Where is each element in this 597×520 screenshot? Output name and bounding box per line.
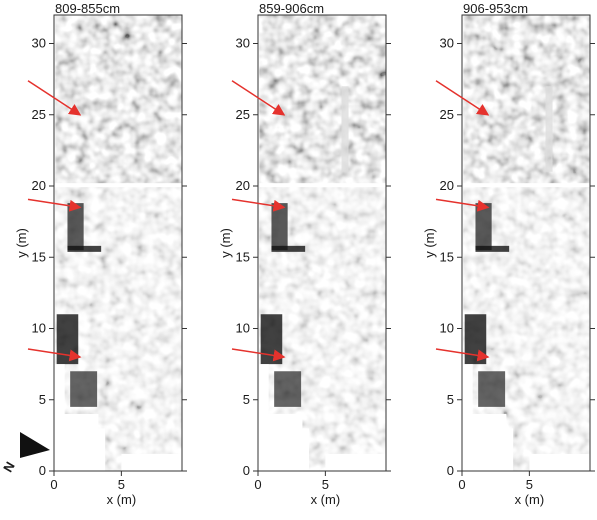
y-tick-label: 20 xyxy=(440,178,454,193)
annotation-arrow xyxy=(435,198,490,212)
y-tick-label: 10 xyxy=(440,321,454,336)
y-tick-label: 15 xyxy=(236,249,250,264)
panel-title: 859-906cm xyxy=(259,1,324,16)
y-tick-label: 5 xyxy=(39,392,46,407)
plot-frame xyxy=(461,14,591,472)
y-tick-label: 25 xyxy=(236,107,250,122)
y-tick-label: 10 xyxy=(32,321,46,336)
y-tick-label: 0 xyxy=(243,463,250,478)
annotation-arrow xyxy=(435,348,490,362)
x-tick-label: 0 xyxy=(254,477,261,492)
y-tick-label: 25 xyxy=(440,107,454,122)
annotation-arrow xyxy=(231,80,286,116)
x-tick-label: 5 xyxy=(322,477,329,492)
survey-data-image xyxy=(55,15,182,471)
y-tick-label: 10 xyxy=(236,321,250,336)
y-axis-title: y (m) xyxy=(422,228,437,258)
annotation-arrow xyxy=(231,348,286,362)
y-tick-label: 5 xyxy=(447,392,454,407)
y-tick-label: 20 xyxy=(32,178,46,193)
y-tick-label: 0 xyxy=(39,463,46,478)
y-tick-label: 30 xyxy=(236,36,250,51)
y-tick-label: 30 xyxy=(440,36,454,51)
y-tick-label: 20 xyxy=(236,178,250,193)
y-tick-label: 15 xyxy=(32,249,46,264)
x-axis-title: x (m) xyxy=(107,492,137,507)
survey-data-image xyxy=(463,15,590,471)
y-tick-label: 15 xyxy=(440,249,454,264)
y-axis-title: y (m) xyxy=(218,228,233,258)
annotation-arrow xyxy=(231,198,286,212)
svg-text:N: N xyxy=(0,459,18,475)
panel-title: 906-953cm xyxy=(463,1,528,16)
panel-title: 809-855cm xyxy=(55,1,120,16)
x-tick-label: 0 xyxy=(458,477,465,492)
y-tick-label: 0 xyxy=(447,463,454,478)
annotation-arrow xyxy=(435,80,490,116)
x-tick-label: 5 xyxy=(118,477,125,492)
annotation-arrow xyxy=(27,348,82,362)
annotation-arrow xyxy=(27,80,82,116)
x-axis-title: x (m) xyxy=(311,492,341,507)
annotation-arrow xyxy=(27,198,82,212)
x-tick-label: 5 xyxy=(526,477,533,492)
y-tick-label: 30 xyxy=(32,36,46,51)
survey-data-image xyxy=(259,15,386,471)
x-axis-title: x (m) xyxy=(515,492,545,507)
y-axis-title: y (m) xyxy=(14,228,29,258)
plot-frame xyxy=(257,14,387,472)
y-tick-label: 5 xyxy=(243,392,250,407)
y-tick-label: 25 xyxy=(32,107,46,122)
x-tick-label: 0 xyxy=(50,477,57,492)
plot-frame xyxy=(53,14,183,472)
